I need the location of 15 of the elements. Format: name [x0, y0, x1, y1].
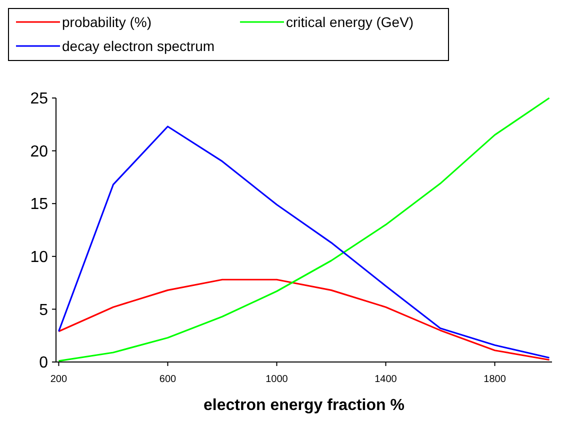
x-axis-title: electron energy fraction %	[204, 397, 404, 414]
y-tick-label: 25	[30, 90, 48, 108]
legend-label: probability (%)	[62, 14, 152, 30]
y-tick-label: 0	[39, 354, 48, 372]
legend-label: critical energy (GeV)	[286, 14, 414, 30]
legend-label: decay electron spectrum	[62, 38, 215, 54]
y-tick-label: 5	[39, 302, 48, 319]
x-tick-label: 1400	[374, 374, 398, 385]
y-tick-label: 10	[30, 249, 48, 266]
x-tick-label: 1000	[266, 374, 288, 385]
y-tick-label: 15	[30, 196, 48, 214]
x-tick-label: 600	[159, 374, 177, 385]
x-tick-label: 1800	[484, 374, 506, 385]
x-tick-label: 200	[50, 374, 68, 385]
y-tick-label: 20	[30, 143, 48, 160]
